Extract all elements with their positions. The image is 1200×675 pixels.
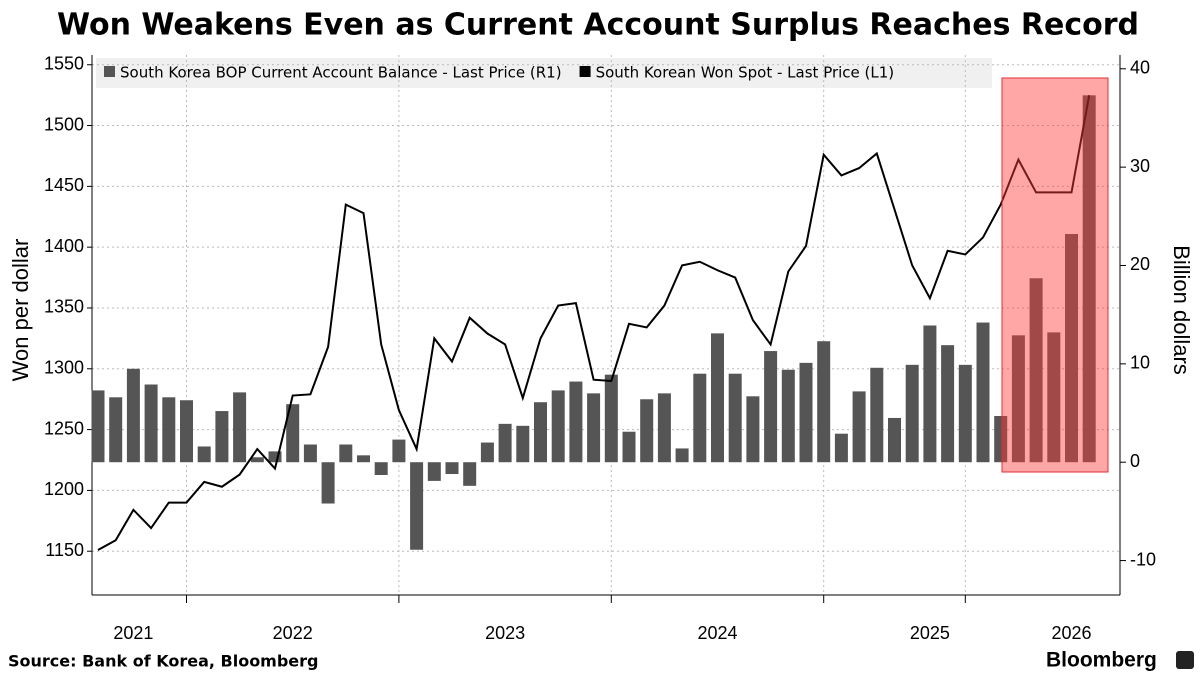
legend-swatch xyxy=(104,66,115,77)
bar xyxy=(994,415,1008,463)
bar xyxy=(604,374,618,463)
bar xyxy=(569,381,583,463)
bar xyxy=(392,439,406,463)
bar xyxy=(1065,234,1078,463)
legend-label: South Korea BOP Current Account Balance … xyxy=(120,64,562,82)
x-tick-label: 2024 xyxy=(697,623,737,643)
x-tick-label: 2023 xyxy=(485,623,525,643)
bar xyxy=(976,322,990,463)
y2-axis-label: Billion dollars xyxy=(1169,245,1194,375)
bar xyxy=(197,446,211,463)
y-tick-label: 1550 xyxy=(44,53,84,73)
bar xyxy=(852,391,866,463)
bar xyxy=(357,455,370,463)
bar xyxy=(711,333,724,463)
bar xyxy=(622,431,636,463)
bar xyxy=(126,368,140,463)
bar xyxy=(1082,95,1096,463)
y-tick-label: 1150 xyxy=(45,540,84,560)
bar xyxy=(781,369,795,463)
brand: Bloomberg xyxy=(1046,649,1157,672)
x-tick-label: 2026 xyxy=(1051,623,1091,643)
bar xyxy=(445,462,459,475)
bar xyxy=(1029,278,1043,463)
brand-icon xyxy=(1176,651,1194,669)
bar xyxy=(764,351,778,463)
bar xyxy=(817,341,831,463)
bar xyxy=(675,448,689,463)
y2-tick-label: 20 xyxy=(1130,254,1150,274)
legend-label: South Korean Won Spot - Last Price (L1) xyxy=(596,64,895,82)
bar xyxy=(250,457,264,463)
bar xyxy=(410,462,424,550)
y2-tick-label: 30 xyxy=(1130,156,1150,176)
y2-tick-label: 0 xyxy=(1130,451,1140,471)
y-tick-label: 1200 xyxy=(44,479,84,499)
line xyxy=(97,94,1091,551)
bar xyxy=(162,397,176,463)
y2-tick-label: 40 xyxy=(1130,58,1150,78)
y-axis-label: Won per dollar xyxy=(8,239,33,382)
bar xyxy=(534,402,547,463)
bar xyxy=(339,444,353,463)
bar xyxy=(905,364,919,463)
bar xyxy=(321,462,335,504)
y-tick-label: 1500 xyxy=(44,114,84,134)
y2-tick-label: -10 xyxy=(1130,549,1156,569)
bar xyxy=(640,399,654,463)
bar xyxy=(693,373,707,463)
bar xyxy=(923,325,937,463)
bar xyxy=(427,462,441,481)
bar xyxy=(498,423,512,463)
bar xyxy=(268,451,282,463)
bar xyxy=(91,390,105,463)
bar xyxy=(657,393,671,463)
bar xyxy=(516,425,530,463)
bar xyxy=(463,462,477,486)
bar xyxy=(233,392,247,463)
bar xyxy=(180,400,193,463)
bar xyxy=(834,433,848,463)
bar xyxy=(870,367,884,463)
bar xyxy=(303,444,317,463)
y-tick-label: 1400 xyxy=(44,236,84,256)
bar xyxy=(1011,335,1025,463)
bar xyxy=(587,393,601,463)
legend-swatch xyxy=(579,66,591,77)
y-tick-label: 1350 xyxy=(44,297,84,317)
x-tick-label: 2021 xyxy=(113,623,153,643)
y-tick-label: 1450 xyxy=(44,175,84,195)
y2-tick-label: 10 xyxy=(1130,353,1150,373)
y-tick-label: 1300 xyxy=(44,358,84,378)
bar xyxy=(888,417,901,463)
x-tick-label: 2022 xyxy=(273,623,313,643)
legend-box xyxy=(96,58,992,88)
bar xyxy=(215,411,229,463)
bar xyxy=(109,397,123,463)
highlight-box xyxy=(1001,77,1109,473)
y-tick-label: 1250 xyxy=(44,418,84,438)
x-tick-label: 2025 xyxy=(910,623,950,643)
chart-title: Won Weakens Even as Current Account Surp… xyxy=(57,8,1139,43)
bar xyxy=(286,404,300,463)
bar xyxy=(144,384,158,463)
bar xyxy=(551,390,565,463)
bar xyxy=(941,345,955,463)
bar xyxy=(374,462,388,475)
bar xyxy=(1047,332,1061,463)
bar xyxy=(958,364,972,463)
bar xyxy=(480,442,494,463)
plot: 1150 1200 1250 1300 1350 1400 1450 1500 1550 -10 0… xyxy=(44,53,1156,642)
bar xyxy=(728,373,742,463)
source: Source: Bank of Korea, Bloomberg xyxy=(8,652,319,671)
bar xyxy=(746,396,760,463)
bar xyxy=(799,362,813,463)
